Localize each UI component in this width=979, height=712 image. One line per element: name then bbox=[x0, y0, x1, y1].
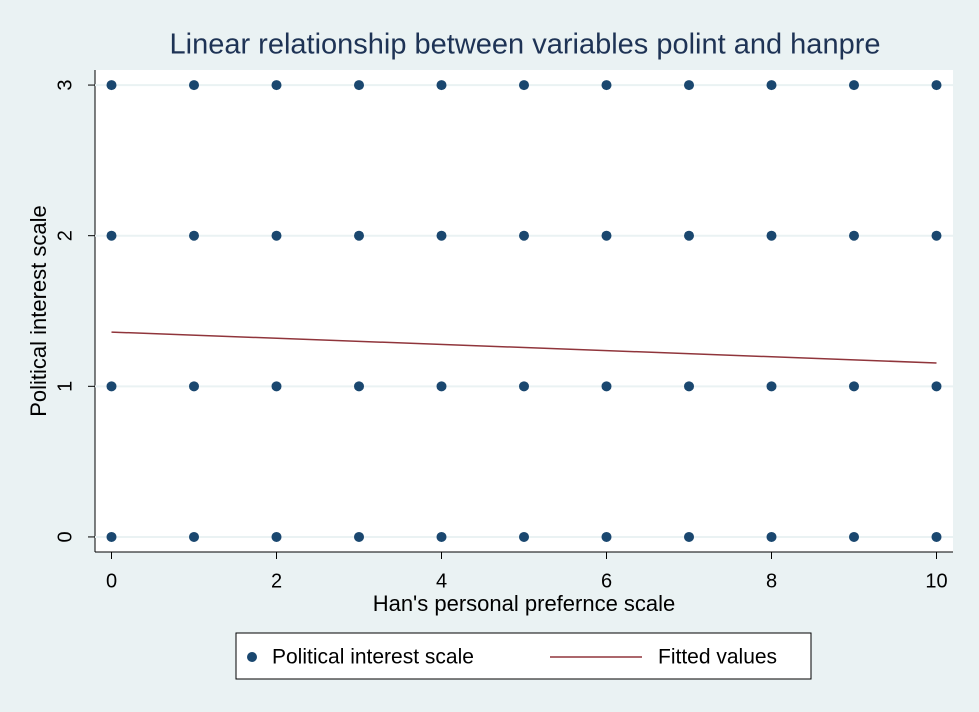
scatter-point bbox=[189, 531, 199, 542]
scatter-point bbox=[519, 230, 529, 241]
scatter-point bbox=[436, 230, 447, 241]
scatter-point bbox=[601, 80, 612, 91]
y-tick-label: 0 bbox=[54, 531, 76, 542]
x-axis-label: Han's personal prefernce scale bbox=[373, 591, 676, 616]
scatter-point bbox=[519, 381, 529, 392]
scatter-point bbox=[849, 230, 859, 241]
x-tick-label: 8 bbox=[766, 570, 777, 592]
scatter-point bbox=[354, 381, 364, 392]
scatter-point bbox=[436, 381, 447, 392]
legend-label: Political interest scale bbox=[272, 646, 474, 669]
x-tick-label: 4 bbox=[436, 570, 447, 592]
scatter-point bbox=[436, 80, 447, 91]
scatter-point bbox=[189, 381, 199, 392]
y-tick-label: 1 bbox=[54, 381, 76, 392]
scatter-point bbox=[189, 80, 199, 91]
plot-area bbox=[95, 70, 953, 552]
scatter-point bbox=[766, 531, 777, 542]
scatter-point bbox=[931, 381, 942, 392]
legend-box bbox=[235, 632, 812, 680]
scatter-point bbox=[684, 230, 694, 241]
scatter-point bbox=[106, 531, 117, 542]
x-tick-label: 2 bbox=[271, 570, 282, 592]
scatter-point bbox=[519, 531, 529, 542]
scatter-point bbox=[849, 381, 859, 392]
scatter-point bbox=[601, 230, 612, 241]
y-tick-label: 3 bbox=[54, 80, 76, 91]
x-tick-label: 0 bbox=[106, 570, 117, 592]
scatter-point bbox=[766, 381, 777, 392]
scatter-point bbox=[436, 531, 447, 542]
scatter-point bbox=[354, 531, 364, 542]
scatter-point bbox=[849, 531, 859, 542]
y-tick-label: 2 bbox=[54, 230, 76, 241]
scatter-point bbox=[684, 80, 694, 91]
fitted-line bbox=[111, 331, 937, 364]
scatter-point bbox=[189, 230, 199, 241]
scatter-point bbox=[849, 80, 859, 91]
scatter-point bbox=[931, 531, 942, 542]
y-axis-label: Political interest scale bbox=[26, 205, 51, 417]
scatter-point bbox=[354, 230, 364, 241]
scatter-point bbox=[766, 230, 777, 241]
scatter-point bbox=[601, 531, 612, 542]
scatter-point bbox=[601, 381, 612, 392]
legend-marker bbox=[247, 652, 257, 662]
scatter-point bbox=[519, 80, 529, 91]
scatter-point bbox=[271, 230, 282, 241]
x-tick-label: 6 bbox=[601, 570, 612, 592]
scatter-point bbox=[271, 381, 282, 392]
scatter-point bbox=[684, 531, 694, 542]
scatter-point bbox=[106, 80, 117, 91]
scatter-point bbox=[271, 531, 282, 542]
scatter-point bbox=[684, 381, 694, 392]
scatter-point bbox=[766, 80, 777, 91]
legend-label: Fitted values bbox=[658, 646, 777, 669]
scatter-point bbox=[354, 80, 364, 91]
chart-title: Linear relationship between variables po… bbox=[170, 29, 881, 61]
scatter-point bbox=[931, 80, 942, 91]
scatter-point bbox=[271, 80, 282, 91]
scatter-point bbox=[931, 230, 942, 241]
scatter-point bbox=[106, 230, 117, 241]
scatter-point bbox=[106, 381, 117, 392]
x-tick-label: 10 bbox=[925, 570, 947, 592]
